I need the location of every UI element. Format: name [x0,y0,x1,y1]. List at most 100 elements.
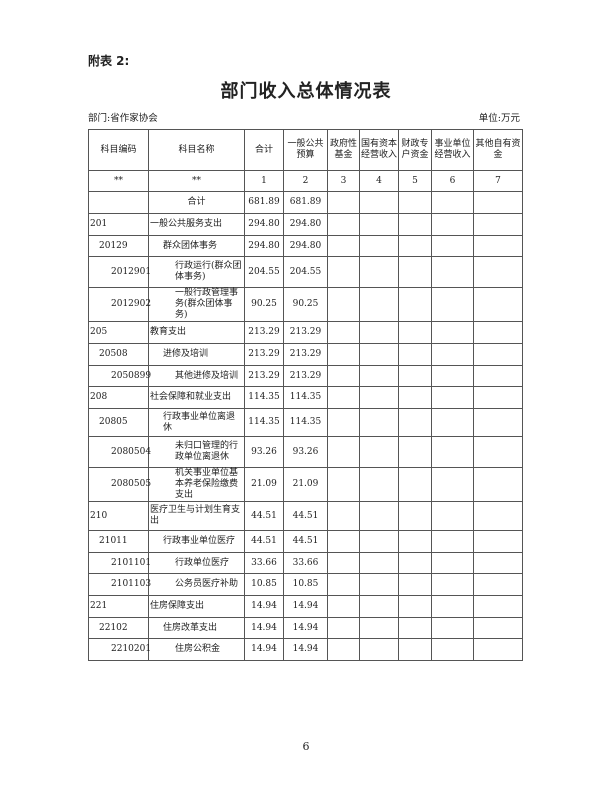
empty-cell [327,552,360,574]
subject-code: 20508 [88,343,149,366]
empty-cell [398,287,432,322]
empty-cell [473,467,523,502]
empty-cell [473,436,523,468]
empty-cell [398,191,432,214]
empty-cell [327,191,360,214]
general-budget-value: 90.25 [283,287,328,322]
table-row: 208 社会保障和就业支出 114.35 114.35 [88,386,523,409]
empty-cell [359,287,399,322]
empty-cell [359,365,399,387]
subject-code: 20805 [88,408,149,437]
empty-cell [398,235,432,257]
total-value: 10.85 [244,573,284,596]
subject-code: 221 [88,595,149,618]
subject-name: 住房改革支出 [148,617,245,639]
subject-name: 住房公积金 [148,638,245,661]
empty-cell [327,213,360,236]
column-header: 科目编码 [88,129,149,171]
subject-code: 210 [88,501,149,531]
subject-code: 2012902 [88,287,151,322]
table-row: 22102 住房改革支出 14.94 14.94 [88,617,523,639]
empty-cell [398,343,432,366]
empty-cell [398,436,432,468]
empty-cell [359,595,399,618]
empty-cell [398,638,432,661]
table-row: 2012901 行政运行(群众团体事务) 204.55 204.55 [88,256,523,288]
table-row: 2210201 住房公积金 14.94 14.94 [88,638,523,661]
page-title: 部门收入总体情况表 [220,81,392,102]
empty-cell [359,213,399,236]
empty-cell [431,343,474,366]
subject-code: 208 [88,386,149,409]
subject-code: 2101101 [88,552,151,574]
index-cell: 1 [244,170,284,192]
index-cell: ** [148,170,245,192]
general-budget-value: 14.94 [283,638,328,661]
department-label: 部门:省作家协会 [88,113,158,124]
empty-cell [473,617,523,639]
total-value: 204.55 [244,256,284,288]
table-row: 2012902 一般行政管理事务(群众团体事务) 90.25 90.25 [88,287,523,322]
table-row: 2101101 行政单位医疗 33.66 33.66 [88,552,523,574]
empty-cell [327,638,360,661]
empty-cell [327,595,360,618]
empty-cell [398,530,432,553]
empty-cell [359,638,399,661]
empty-cell [473,530,523,553]
general-budget-value: 44.51 [283,501,328,531]
subject-code: 20129 [88,235,149,257]
empty-cell [327,287,360,322]
subject-name: 行政事业单位离退休 [148,408,245,437]
table-row: 21011 行政事业单位医疗 44.51 44.51 [88,530,523,553]
empty-cell [327,501,360,531]
column-header: 其他自有资金 [473,129,523,171]
income-table: 科目编码 科目名称 合计 一般公共预算 政府性基金 国有资本经营收入 财政专户资金 事业单位经… [88,129,523,661]
empty-cell [473,408,523,437]
subject-name: 未归口管理的行政单位离退休 [148,436,245,468]
subject-name: 一般公共服务支出 [148,213,245,236]
empty-cell [473,287,523,322]
index-cell: 5 [398,170,432,192]
empty-cell [359,530,399,553]
general-budget-value: 213.29 [283,321,328,344]
subject-code: 2050899 [88,365,151,387]
index-cell: 6 [431,170,474,192]
subject-code: 205 [88,321,149,344]
empty-cell [431,595,474,618]
column-header: 合计 [244,129,284,171]
empty-cell [327,530,360,553]
general-budget-value: 10.85 [283,573,328,596]
empty-cell [398,617,432,639]
subject-code: 22102 [88,617,149,639]
empty-cell [473,595,523,618]
total-value: 44.51 [244,501,284,531]
subject-code: 2012901 [88,256,151,288]
subject-code: 2080505 [88,467,151,502]
total-general: 681.89 [283,191,328,214]
empty-cell [473,235,523,257]
column-header: 政府性基金 [327,129,360,171]
total-name: 合计 [148,191,245,214]
empty-cell [327,467,360,502]
empty-cell [398,467,432,502]
total-value: 44.51 [244,530,284,553]
empty-cell [359,573,399,596]
empty-cell [398,552,432,574]
empty-cell [473,321,523,344]
empty-cell [327,321,360,344]
empty-cell [473,343,523,366]
index-row: ** ** 1 2 3 4 5 6 7 [88,170,523,192]
empty-cell [431,408,474,437]
general-budget-value: 93.26 [283,436,328,468]
index-cell: 7 [473,170,523,192]
total-value: 93.26 [244,436,284,468]
subject-code: 2080504 [88,436,151,468]
column-header: 事业单位经营收入 [431,129,474,171]
empty-cell [327,617,360,639]
total-value: 213.29 [244,365,284,387]
total-value: 21.09 [244,467,284,502]
index-cell: ** [88,170,149,192]
empty-cell [359,552,399,574]
empty-cell [398,501,432,531]
table-row: 2080504 未归口管理的行政单位离退休 93.26 93.26 [88,436,523,468]
